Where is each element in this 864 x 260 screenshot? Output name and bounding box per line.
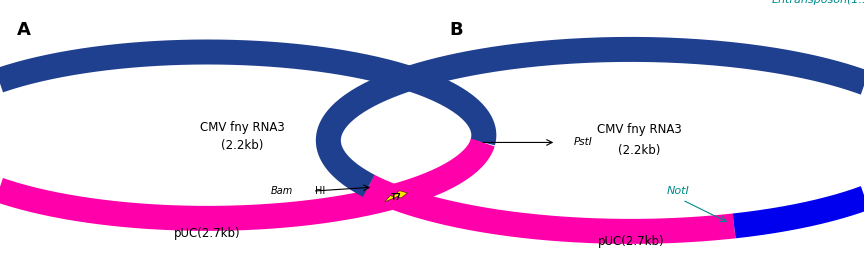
Text: Entransposon(1.13kb): Entransposon(1.13kb) <box>772 0 864 5</box>
Text: Bam: Bam <box>270 186 293 196</box>
Text: pUC(2.7kb): pUC(2.7kb) <box>597 235 664 248</box>
Text: NotI: NotI <box>667 186 689 196</box>
Text: B: B <box>449 21 463 39</box>
Text: A: A <box>17 21 31 39</box>
Text: pUC(2.7kb): pUC(2.7kb) <box>174 228 241 240</box>
Text: CMV fny RNA3: CMV fny RNA3 <box>200 121 284 134</box>
Text: HI: HI <box>315 186 326 196</box>
Text: (2.2kb): (2.2kb) <box>220 139 264 152</box>
Text: T7: T7 <box>391 193 402 202</box>
Polygon shape <box>384 191 408 202</box>
Text: (2.2kb): (2.2kb) <box>618 144 661 157</box>
Text: CMV fny RNA3: CMV fny RNA3 <box>597 124 682 136</box>
Text: PstI: PstI <box>574 138 592 147</box>
